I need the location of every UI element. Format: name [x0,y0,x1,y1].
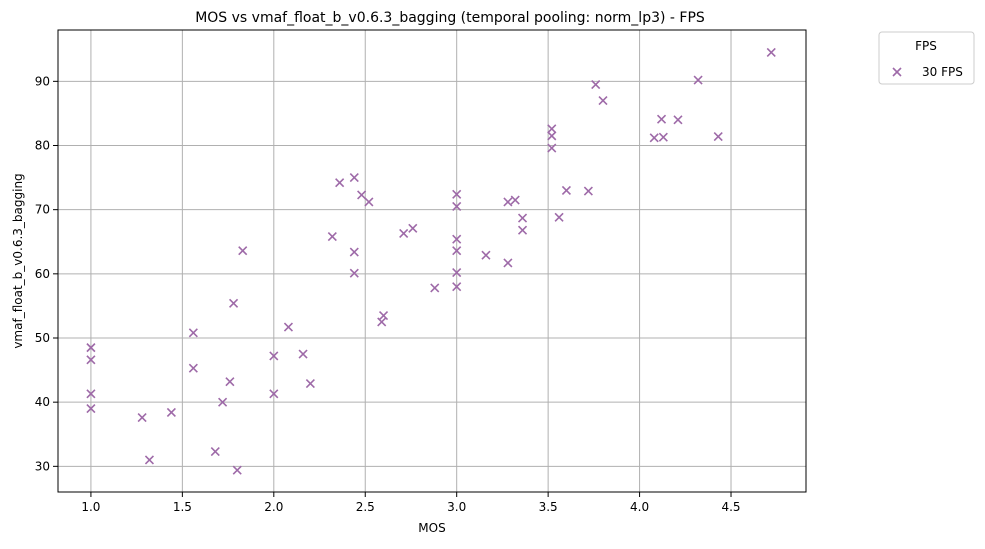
data-point [137,413,147,423]
data-point [693,75,703,85]
y-tick-label: 70 [35,203,50,217]
data-point [305,378,315,389]
y-tick-label: 40 [35,395,50,409]
data-point [658,132,668,142]
x-tick-label: 2.5 [356,500,375,514]
data-point [188,363,198,373]
y-tick-label: 50 [35,331,50,345]
data-point [673,115,683,125]
legend-title: FPS [915,39,937,53]
data-point [210,447,220,457]
data-point [598,96,608,106]
data-point [766,47,776,58]
data-point [349,247,359,257]
data-point [335,178,345,188]
data-point [377,317,387,327]
data-point [452,201,462,212]
data-point [218,397,228,407]
grid-lines [58,30,806,492]
data-point [86,355,96,365]
x-tick-label: 1.5 [173,500,192,514]
data-point [269,389,279,399]
x-tick-label: 4.5 [721,500,740,514]
x-axis-label: MOS [418,521,445,535]
data-point [452,189,462,199]
data-point [86,404,96,414]
data-point [452,282,462,292]
data-point [561,185,571,195]
data-point [503,258,513,268]
data-point [238,246,248,256]
data-point [430,283,440,293]
y-axis-label: vmaf_float_b_v0.6.3_bagging [11,173,25,348]
data-point [399,228,409,238]
data-point [364,197,374,207]
data-point [327,232,337,242]
data-point [503,197,513,207]
plot-area-background [58,30,806,492]
data-point [452,267,462,278]
legend: FPS 30 FPS [878,31,975,85]
y-tick-label: 60 [35,267,50,281]
data-points [86,47,776,475]
x-tick-label: 4.0 [630,500,649,514]
y-axis-ticks: 30 40 50 60 70 80 90 [35,74,58,473]
data-point [649,133,659,143]
data-point [225,377,235,387]
legend-marker-x [892,67,902,77]
data-point [583,186,593,196]
data-point [713,131,723,142]
data-point [591,79,601,90]
data-point [232,465,242,475]
y-tick-label: 30 [35,459,50,473]
data-point [283,322,294,332]
data-point [86,343,96,353]
data-point [349,173,359,183]
x-tick-label: 1.0 [81,500,100,514]
x-axis-ticks: 1.0 1.5 2.0 2.5 3.0 3.5 4.0 4.5 [81,492,741,514]
chart-title: MOS vs vmaf_float_b_v0.6.3_bagging (temp… [195,10,705,26]
plot-area-frame [57,29,807,493]
data-point [298,349,308,359]
y-tick-label: 80 [35,139,50,153]
data-point [547,131,557,141]
y-tick-label: 90 [35,74,50,88]
legend-marker-icon [892,67,902,77]
data-point [452,234,462,244]
data-point [547,143,557,153]
data-point [188,328,198,338]
x-tick-label: 3.0 [447,500,466,514]
data-point [656,114,667,124]
data-point [452,246,462,256]
data-point [517,213,528,223]
data-point [408,223,418,233]
data-point [481,250,491,260]
data-point [517,225,528,235]
data-point [144,455,155,465]
data-point [86,389,96,399]
data-point [547,124,557,134]
legend-series-label: 30 FPS [922,65,963,79]
data-point [349,268,359,278]
legend-frame [878,31,975,85]
data-point [378,310,389,321]
data-point [229,298,239,308]
data-point [269,351,279,361]
data-point [554,212,564,222]
data-point [357,190,367,200]
data-point [166,407,176,417]
x-tick-label: 3.5 [539,500,558,514]
data-point [510,195,520,205]
x-tick-label: 2.0 [264,500,283,514]
